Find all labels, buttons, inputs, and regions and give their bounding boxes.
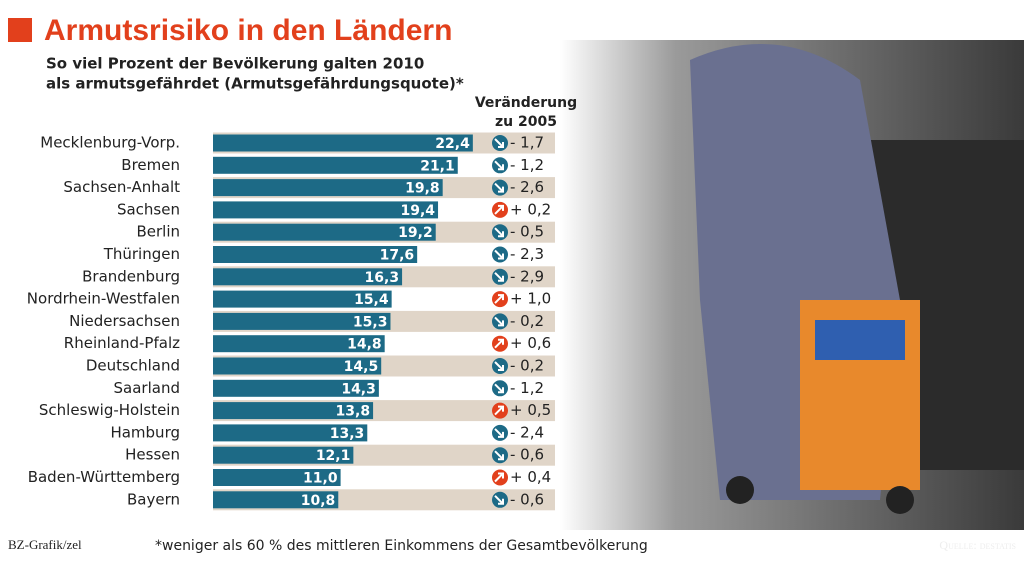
change-icon: [492, 179, 508, 196]
category-label: Nordrhein-Westfalen: [27, 290, 180, 308]
photo: [560, 40, 1024, 530]
category-label: Sachsen: [117, 200, 180, 218]
category-label: Baden-Württemberg: [28, 468, 180, 486]
credit: BZ-Grafik/zel: [8, 537, 82, 552]
change-label: - 0,2: [510, 312, 544, 330]
category-label: Berlin: [136, 223, 180, 241]
change-icon: [492, 135, 508, 151]
value-label: 22,4: [435, 136, 470, 152]
bar: [213, 469, 341, 486]
value-label: 19,8: [405, 181, 440, 197]
bar: [213, 246, 418, 263]
bar: [213, 379, 379, 397]
bar: [213, 201, 439, 219]
value-label: 19,4: [400, 203, 435, 219]
change-label: + 1,0: [510, 290, 551, 308]
change-label: + 0,6: [510, 334, 551, 352]
change-icon: [492, 224, 508, 241]
bar: [213, 223, 436, 241]
bar: [213, 491, 339, 509]
value-label: 15,4: [354, 292, 389, 308]
value-label: 16,3: [365, 270, 400, 286]
category-label: Hessen: [125, 446, 180, 464]
category-label: Niedersachsen: [69, 312, 180, 330]
category-label: Rheinland-Pfalz: [64, 334, 180, 352]
change-label: - 0,2: [510, 357, 544, 375]
value-label: 13,8: [336, 404, 371, 420]
change-icon: [492, 424, 508, 441]
category-label: Mecklenburg-Vorp.: [40, 134, 180, 152]
change-label: - 2,3: [510, 245, 544, 263]
change-label: + 0,5: [510, 401, 551, 419]
change-icon: [492, 335, 508, 352]
bar: [213, 179, 443, 197]
change-icon: [492, 358, 508, 374]
bar: [213, 335, 385, 353]
value-label: 14,3: [341, 381, 376, 397]
change-label: - 0,5: [510, 223, 544, 241]
value-label: 14,8: [347, 337, 382, 353]
bar: [213, 312, 391, 330]
change-label: - 0,6: [510, 446, 544, 464]
value-label: 17,6: [380, 248, 415, 264]
change-label: + 0,4: [510, 468, 551, 486]
chart-title: Armutsrisiko in den Ländern: [44, 14, 452, 47]
category-label: Bremen: [121, 156, 180, 174]
change-label: - 2,9: [510, 267, 544, 285]
category-label: Deutschland: [86, 357, 180, 375]
change-icon: [492, 469, 508, 486]
category-label: Thüringen: [103, 245, 180, 263]
category-label: Sachsen-Anhalt: [63, 178, 180, 196]
change-label: - 0,6: [510, 490, 544, 508]
value-label: 14,5: [344, 359, 379, 375]
change-icon: [492, 402, 508, 419]
change-label: - 2,4: [510, 423, 544, 441]
bar: [213, 268, 403, 286]
title-marker: [8, 18, 32, 42]
bar: [213, 290, 392, 308]
value-label: 13,3: [330, 426, 365, 442]
change-icon: [492, 157, 508, 174]
bar: [213, 402, 374, 420]
bar: [213, 156, 458, 174]
value-label: 19,2: [398, 225, 433, 241]
change-label: - 1,2: [510, 156, 544, 174]
change-label: - 2,6: [510, 178, 544, 196]
change-icon: [492, 291, 508, 308]
change-label: + 0,2: [510, 200, 551, 218]
value-label: 15,3: [353, 314, 388, 330]
change-label: - 1,7: [510, 134, 544, 152]
footnote: *weniger als 60 % des mittleren Einkomme…: [155, 538, 648, 554]
change-label: - 1,2: [510, 379, 544, 397]
category-label: Saarland: [114, 379, 180, 397]
category-label: Hamburg: [110, 423, 180, 441]
change-icon: [492, 491, 508, 508]
bar: [213, 424, 368, 442]
category-label: Schleswig-Holstein: [39, 401, 180, 419]
bar: [213, 446, 354, 464]
bar: [213, 134, 473, 152]
subtitle: So viel Prozent der Bevölkerung galten 2…: [46, 55, 424, 73]
value-label: 11,0: [303, 471, 338, 487]
subtitle: als armutsgefährdet (Armutsgefährdungsqu…: [46, 75, 464, 93]
change-icon: [492, 313, 508, 330]
bar: [213, 357, 382, 375]
change-icon: [492, 380, 508, 397]
source: Quelle: destatis: [939, 538, 1016, 552]
value-label: 12,1: [316, 448, 351, 464]
change-icon: [492, 268, 508, 285]
change-icon: [492, 201, 508, 218]
change-icon: [492, 447, 508, 464]
category-label: Brandenburg: [82, 267, 180, 285]
value-label: 21,1: [420, 158, 455, 174]
category-label: Bayern: [127, 490, 180, 508]
change-header: Veränderung zu 2005: [474, 95, 578, 130]
value-label: 10,8: [301, 493, 336, 509]
change-icon: [492, 246, 508, 263]
